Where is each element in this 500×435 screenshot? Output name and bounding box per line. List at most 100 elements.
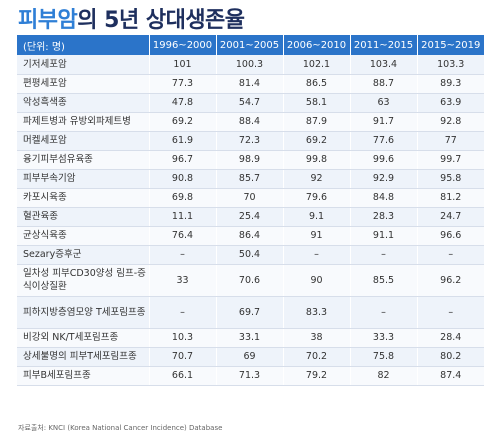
table-cell: 92.9 <box>349 169 417 189</box>
table-cell: 96.7 <box>148 150 216 170</box>
table-cell: 88.7 <box>349 74 417 94</box>
table-cell: 91.1 <box>349 226 417 246</box>
table-row: 편평세포암 77.3 81.4 86.5 88.7 89.3 <box>17 74 484 94</box>
table-cell: 99.8 <box>282 150 350 170</box>
page-title: 피부암의 5년 상대생존율 <box>18 2 245 34</box>
table-cell: 54.7 <box>215 93 283 113</box>
table-cell: 103.3 <box>416 55 484 75</box>
table-cell: 81.2 <box>416 188 484 208</box>
table-row: 피부부속기암 90.8 85.7 92 92.9 95.8 <box>17 169 484 189</box>
header-period-2: 2001~2005 <box>215 35 283 55</box>
table-cell: – <box>416 245 484 265</box>
table-row: 피부B세포림프종 66.1 71.3 79.2 82 87.4 <box>17 366 484 386</box>
table-cell: 81.4 <box>215 74 283 94</box>
table-cell: 102.1 <box>282 55 350 75</box>
row-label: 악성흑색종 <box>17 93 149 113</box>
table-cell: 76.4 <box>148 226 216 246</box>
header-period-4: 2011~2015 <box>349 35 417 55</box>
row-label: 일차성 피부CD30양성 림프-증식이상질환 <box>17 264 149 297</box>
table-cell: 70.6 <box>215 264 283 297</box>
source-footnote: 자료출처: KNCI (Korea National Cancer Incide… <box>18 424 223 432</box>
table-cell: 63.9 <box>416 93 484 113</box>
table-cell: – <box>148 245 216 265</box>
table-row: 카포시육종 69.8 70 79.6 84.8 81.2 <box>17 188 484 208</box>
table-cell: 87.9 <box>282 112 350 132</box>
table-cell: 10.3 <box>148 328 216 348</box>
table-cell: 69 <box>215 347 283 367</box>
table-cell: 92.8 <box>416 112 484 132</box>
table-cell: 66.1 <box>148 366 216 386</box>
row-label: 피부B세포림프종 <box>17 366 149 386</box>
table-cell: 69.2 <box>148 112 216 132</box>
table-cell: 72.3 <box>215 131 283 151</box>
header-unit: (단위: 명) <box>17 35 149 55</box>
row-label: 머켈세포암 <box>17 131 149 151</box>
table-row: 융기피부섬유육종 96.7 98.9 99.8 99.6 99.7 <box>17 150 484 170</box>
table-cell: 70 <box>215 188 283 208</box>
table-cell: – <box>416 296 484 329</box>
table-cell: 28.4 <box>416 328 484 348</box>
row-label: 피부부속기암 <box>17 169 149 189</box>
table-cell: 84.8 <box>349 188 417 208</box>
table-cell: 99.7 <box>416 150 484 170</box>
survival-table-container: (단위: 명) 1996~2000 2001~2005 2006~2010 20… <box>17 35 484 386</box>
table-cell: 82 <box>349 366 417 386</box>
table-cell: 87.4 <box>416 366 484 386</box>
table-cell: 9.1 <box>282 207 350 227</box>
table-cell: 90.8 <box>148 169 216 189</box>
table-row: 상세불명의 피부T세포림프종 70.7 69 70.2 75.8 80.2 <box>17 347 484 367</box>
table-cell: 58.1 <box>282 93 350 113</box>
row-label: 카포시육종 <box>17 188 149 208</box>
table-cell: 79.6 <box>282 188 350 208</box>
table-cell: 38 <box>282 328 350 348</box>
table-cell: 86.5 <box>282 74 350 94</box>
row-label: 피하지방층염모양 T세포림프종 <box>17 296 149 329</box>
table-cell: 28.3 <box>349 207 417 227</box>
table-cell: – <box>349 296 417 329</box>
table-cell: – <box>148 296 216 329</box>
row-label: 균상식육종 <box>17 226 149 246</box>
table-cell: 88.4 <box>215 112 283 132</box>
title-accent: 피부암 <box>18 8 78 33</box>
table-cell: 85.5 <box>349 264 417 297</box>
table-cell: 75.8 <box>349 347 417 367</box>
table-cell: 50.4 <box>215 245 283 265</box>
table-cell: 77.6 <box>349 131 417 151</box>
table-cell: 96.2 <box>416 264 484 297</box>
row-label: 상세불명의 피부T세포림프종 <box>17 347 149 367</box>
table-row: 혈관육종 11.1 25.4 9.1 28.3 24.7 <box>17 207 484 227</box>
table-row: 악성흑색종 47.8 54.7 58.1 63 63.9 <box>17 93 484 113</box>
header-period-1: 1996~2000 <box>148 35 216 55</box>
title-rest: 의 5년 상대생존율 <box>77 8 245 33</box>
table-cell: 103.4 <box>349 55 417 75</box>
table-cell: 47.8 <box>148 93 216 113</box>
table-cell: 101 <box>148 55 216 75</box>
table-cell: 33 <box>148 264 216 297</box>
table-cell: 70.7 <box>148 347 216 367</box>
row-label: 파제트병과 유방외파제트병 <box>17 112 149 132</box>
table-cell: 71.3 <box>215 366 283 386</box>
table-cell: 80.2 <box>416 347 484 367</box>
table-cell: 86.4 <box>215 226 283 246</box>
table-row: 비강외 NK/T세포림프종 10.3 33.1 38 33.3 28.4 <box>17 328 484 348</box>
table-row: 머켈세포암 61.9 72.3 69.2 77.6 77 <box>17 131 484 151</box>
table-cell: 11.1 <box>148 207 216 227</box>
row-label: 비강외 NK/T세포림프종 <box>17 328 149 348</box>
row-label: 편평세포암 <box>17 74 149 94</box>
table-body: 기저세포암 101 100.3 102.1 103.4 103.3 편평세포암 77.3 81.… <box>17 55 484 386</box>
table-cell: 99.6 <box>349 150 417 170</box>
table-cell: – <box>282 245 350 265</box>
table-cell: 79.2 <box>282 366 350 386</box>
table-cell: 89.3 <box>416 74 484 94</box>
header-period-5: 2015~2019 <box>416 35 484 55</box>
row-label: 융기피부섬유육종 <box>17 150 149 170</box>
table-cell: 92 <box>282 169 350 189</box>
survival-table: (단위: 명) 1996~2000 2001~2005 2006~2010 20… <box>17 35 484 386</box>
table-row: Sezary증후군 –50.4– – – <box>17 245 484 265</box>
table-cell: 77 <box>416 131 484 151</box>
table-cell: 63 <box>349 93 417 113</box>
table-cell: 85.7 <box>215 169 283 189</box>
table-cell: 91 <box>282 226 350 246</box>
row-label: 기저세포암 <box>17 55 149 75</box>
table-row: 피하지방층염모양 T세포림프종 –69.7 83.3– – <box>17 296 484 329</box>
